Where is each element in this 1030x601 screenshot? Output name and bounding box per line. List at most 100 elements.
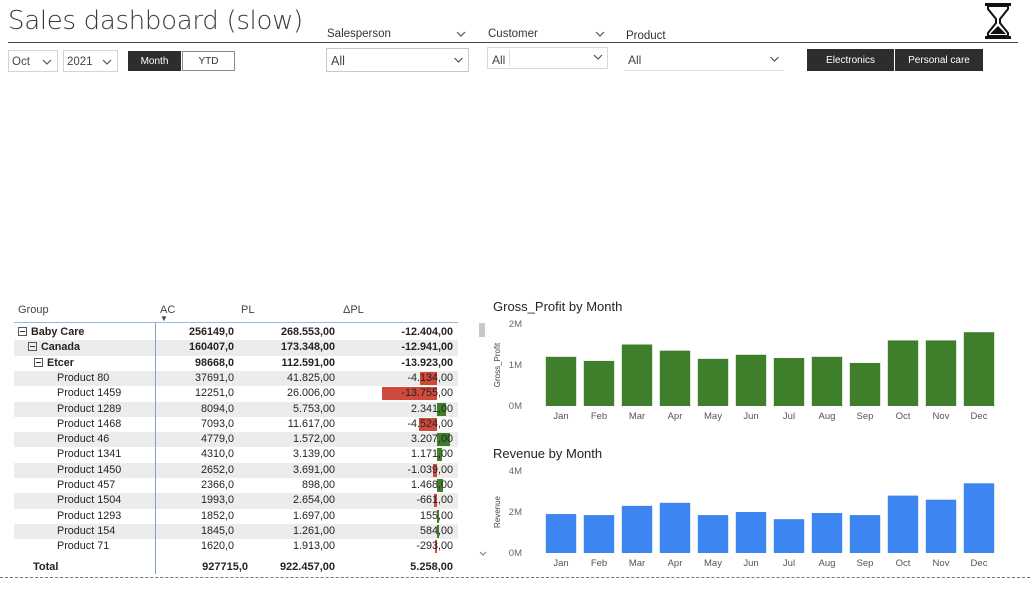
bar-dec[interactable] (963, 332, 995, 406)
month-value: Oct (12, 56, 30, 68)
gross-profit-chart[interactable]: Gross_Profit 0M 1M 2M Jan Feb Mar Apr May Jun Jul A… (486, 316, 1006, 426)
salesperson-value: All (331, 54, 345, 68)
table-row[interactable]: Product 457 2366,0 898,00 1.468,00 (14, 478, 458, 493)
y-tick-label: 1M (509, 360, 522, 371)
row-group-label: Product 1341 (57, 448, 121, 460)
x-tick-label: Nov (933, 411, 950, 422)
y-axis-label: Gross_Profit (493, 342, 502, 387)
column-header-pl[interactable]: PL (241, 304, 255, 316)
bar-nov[interactable] (925, 499, 957, 553)
row-pl-value: 1.572,00 (292, 433, 335, 446)
row-group-text: Canada (41, 341, 81, 354)
bar-jan[interactable] (545, 356, 577, 406)
row-dpl-value: 1.171,00 (410, 448, 453, 461)
column-header-ac[interactable]: AC (160, 304, 176, 316)
bar-jun[interactable] (735, 354, 767, 406)
x-tick-label: May (704, 558, 722, 569)
column-header-group[interactable]: Group (18, 304, 49, 316)
row-group-text: Etcer (47, 356, 75, 369)
row-group-label: Product 71 (57, 540, 109, 552)
row-ac-value: 1852,0 (200, 509, 234, 522)
y-tick-label: 0M (509, 401, 522, 412)
bar-sep[interactable] (849, 515, 881, 553)
table-row[interactable]: Product 46 4779,0 1.572,00 3.207,00 (14, 432, 458, 448)
bar-oct[interactable] (887, 340, 919, 406)
bar-jun[interactable] (735, 512, 767, 553)
row-pl-value: 898,00 (301, 479, 335, 491)
bar-feb[interactable] (583, 360, 615, 406)
row-dpl-value: -12.941,00 (401, 341, 453, 354)
bar-may[interactable] (697, 515, 729, 553)
table-row[interactable]: Product 1289 8094,0 5.753,00 2.341,00 (14, 401, 458, 417)
table-row[interactable]: Etcer 98668,0 112.591,00 -13.923,00 (14, 356, 458, 371)
customer-value: All (492, 53, 506, 67)
row-ac-value: 8094,0 (200, 402, 234, 415)
row-ac-value: 1845,0 (200, 524, 234, 537)
collapse-icon[interactable] (28, 342, 37, 352)
electronics-button[interactable]: Electronics (807, 49, 894, 71)
customer-label: Customer (488, 28, 538, 40)
year-dropdown[interactable]: 2021 (63, 50, 118, 72)
table-row[interactable]: Product 1341 4310,0 3.139,00 1.171,00 (14, 447, 458, 462)
row-ac-value: 98668,0 (194, 356, 234, 369)
delta-bar (437, 479, 443, 492)
bar-sep[interactable] (849, 362, 881, 406)
year-value: 2021 (67, 56, 93, 68)
table-row[interactable]: Product 1504 1993,0 2.654,00 -661,00 (14, 493, 458, 509)
row-ac-value: 1993,0 (200, 494, 234, 507)
table-row[interactable]: Product 154 1845,0 1.261,00 584,00 (14, 523, 458, 540)
row-dpl-value: -293,00 (416, 540, 453, 553)
collapse-icon[interactable] (18, 327, 27, 336)
row-group-label: Product 1459 (57, 387, 121, 399)
row-ac-value: 160407,0 (188, 341, 234, 354)
salesperson-dropdown[interactable]: All (326, 48, 469, 72)
personal-care-button[interactable]: Personal care (895, 49, 983, 71)
bar-mar[interactable] (621, 505, 653, 553)
bar-feb[interactable] (583, 515, 615, 553)
row-dpl-value: 155,00 (419, 509, 453, 522)
collapse-icon[interactable] (34, 357, 43, 367)
chevron-down-icon (770, 56, 779, 62)
bar-dec[interactable] (963, 483, 995, 553)
delta-bar (420, 371, 437, 385)
bar-mar[interactable] (621, 344, 653, 407)
chevron-down-icon[interactable] (595, 31, 605, 38)
bar-apr[interactable] (659, 502, 691, 553)
month-button[interactable]: Month (128, 51, 181, 71)
scroll-down-icon[interactable] (479, 551, 487, 557)
product-dropdown[interactable]: All (624, 48, 784, 71)
bar-jul[interactable] (773, 519, 805, 553)
column-header-dpl[interactable]: ΔPL (343, 304, 364, 316)
bar-apr[interactable] (659, 350, 691, 406)
ytd-button[interactable]: YTD (182, 51, 235, 71)
table-row[interactable]: Product 1293 1852,0 1.697,00 155,00 (14, 509, 458, 524)
row-group-text: Product 71 (57, 540, 110, 553)
table-scrollbar-thumb[interactable] (479, 323, 485, 337)
bar-aug[interactable] (811, 513, 843, 553)
delta-bar (437, 402, 447, 416)
bar-jan[interactable] (545, 514, 577, 553)
row-dpl-value: -661,00 (416, 494, 453, 507)
customer-dropdown[interactable]: All (487, 47, 608, 69)
bar-jul[interactable] (773, 358, 805, 406)
row-group-text: Product 1468 (57, 417, 122, 430)
row-ac-value: 12251,0 (194, 387, 234, 400)
row-pl-value: 1.697,00 (292, 509, 335, 522)
bar-may[interactable] (697, 358, 729, 406)
x-tick-label: Jun (743, 411, 758, 422)
month-dropdown[interactable]: Oct (8, 50, 58, 72)
table-row[interactable]: Product 71 1620,0 1.913,00 -293,00 (14, 539, 458, 554)
table-row[interactable]: Canada 160407,0 173.348,00 -12.941,00 (14, 340, 458, 356)
x-tick-label: Jul (783, 558, 795, 569)
bar-aug[interactable] (811, 356, 843, 406)
bar-nov[interactable] (925, 340, 957, 406)
bar-oct[interactable] (887, 495, 919, 553)
table-row[interactable]: Product 80 37691,0 41.825,00 -4.134,00 (14, 370, 458, 387)
table-row[interactable]: Product 1459 12251,0 26.006,00 -13.755,00 (14, 386, 458, 401)
table-row[interactable]: Product 1450 2652,0 3.691,00 -1.039,00 (14, 462, 458, 478)
delta-bar (382, 387, 437, 401)
revenue-chart[interactable]: Revenue 0M 2M 4M Jan Feb Mar Apr May Jun Jul Aug Sep… (486, 463, 1006, 573)
table-row[interactable]: Baby Care 256149,0 268.553,00 -12.404,00 (14, 325, 458, 340)
table-row[interactable]: Product 1468 7093,0 11.617,00 -4.524,00 (14, 417, 458, 432)
chevron-down-icon[interactable] (456, 31, 466, 38)
